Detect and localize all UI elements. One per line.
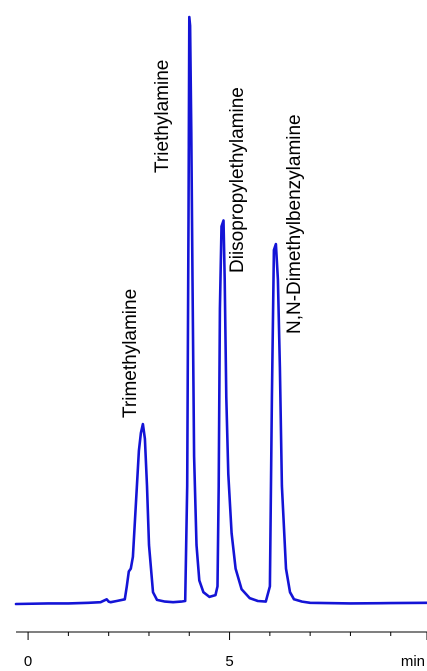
x-tick-label: 0 xyxy=(24,653,32,670)
peak-labels: Trimethylamine Triethylamine Diisopropyl… xyxy=(120,60,305,418)
peak-label-trimethylamine: Trimethylamine xyxy=(120,289,141,418)
x-axis: 0 5 min xyxy=(16,631,427,670)
peak-label-diisopropylethylamine: Diisopropylethylamine xyxy=(227,87,248,273)
plot-area xyxy=(14,15,427,606)
peak-label-triethylamine: Triethylamine xyxy=(152,60,173,173)
peak-label-n-n-dimethylbenzylamine: N,N-Dimethylbenzylamine xyxy=(284,114,305,334)
x-tick-label: 5 xyxy=(225,653,233,670)
x-tick-label: min xyxy=(401,653,425,670)
signal-line xyxy=(14,15,427,606)
